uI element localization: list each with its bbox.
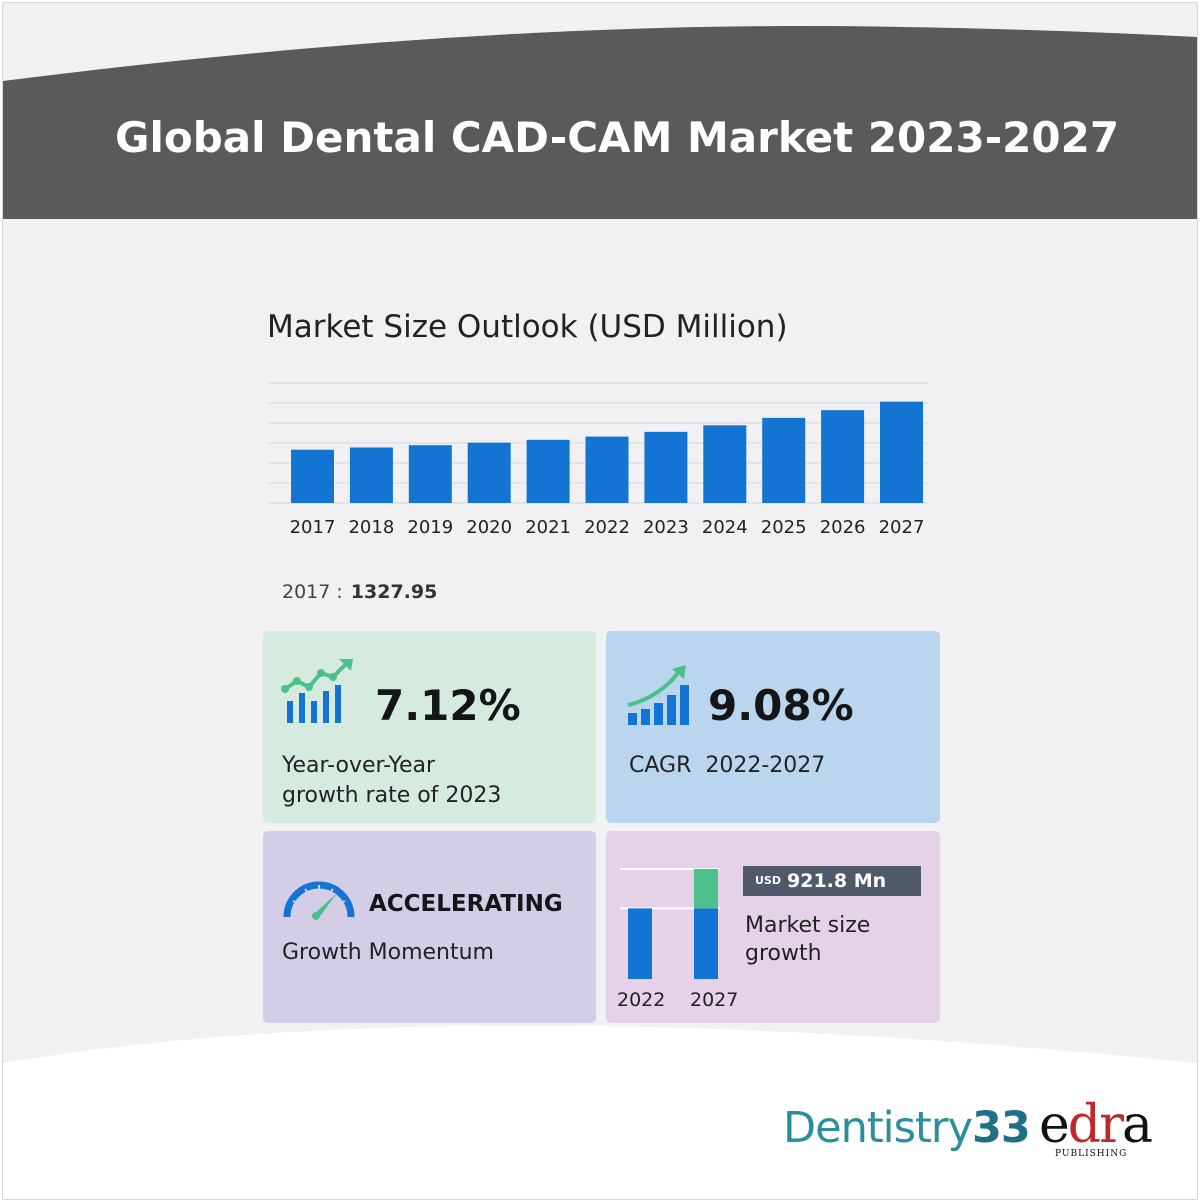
bar-2020: [467, 442, 511, 503]
yoy-value: 7.12%: [375, 681, 521, 730]
x-tick-label: 2026: [820, 517, 866, 538]
dentistry33-logo-word: Dentistry: [783, 1103, 973, 1153]
x-tick-label: 2027: [879, 517, 925, 538]
bar-2023: [644, 431, 688, 503]
cagr-label: CAGR 2022-2027: [629, 753, 826, 778]
yoy-label-line2: growth rate of 2023: [282, 783, 502, 808]
footer-wave: [3, 1025, 1197, 1199]
edra-logo-dr: dr: [1067, 1095, 1124, 1155]
bar-2025: [762, 417, 806, 503]
edra-logo: edra: [1039, 1095, 1153, 1155]
speedometer-icon: [283, 881, 355, 920]
x-tick-label: 2023: [643, 517, 689, 538]
x-tick-label: 2019: [407, 517, 453, 538]
x-tick-label: 2020: [466, 517, 512, 538]
yoy-card: 7.12% Year-over-Year growth rate of 2023: [263, 631, 596, 823]
growth-mini-chart: [620, 868, 720, 979]
bar-2021: [526, 439, 570, 503]
growth-amount: 921.8 Mn: [787, 870, 887, 892]
edra-logo-a: a: [1121, 1095, 1153, 1155]
momentum-value: ACCELERATING: [369, 891, 563, 917]
momentum-label: Growth Momentum: [282, 940, 494, 965]
first-value-readout: 2017 : 1327.95: [282, 581, 437, 603]
growth-arrow-bars-icon: [627, 665, 689, 725]
bar-2027: [880, 401, 923, 503]
dentistry33-logo: Dentistry33: [783, 1103, 1031, 1153]
growth-year-end: 2027: [690, 989, 739, 1011]
footer-band: [3, 1025, 1197, 1199]
first-value-amount: 1327.95: [350, 581, 438, 603]
bar-2018: [349, 447, 393, 503]
bar-2026: [821, 410, 865, 503]
bar-2024: [703, 425, 747, 503]
page-title: Global Dental CAD-CAM Market 2023-2027: [115, 113, 1120, 162]
cagr-value: 9.08%: [708, 681, 854, 730]
x-tick-label: 2025: [761, 517, 807, 538]
cagr-card: 9.08% CAGR 2022-2027: [606, 631, 940, 823]
mini-bar-end-increment: [694, 869, 718, 909]
bar-2017: [291, 449, 334, 503]
header-band: [3, 26, 1197, 219]
growth-label-line2: growth: [745, 941, 822, 966]
dentistry33-logo-number: 33: [972, 1103, 1031, 1153]
first-value-year: 2017 :: [282, 581, 343, 603]
mini-bar-start: [628, 908, 652, 979]
bar-trend-up-icon: [281, 659, 353, 723]
x-tick-label: 2024: [702, 517, 748, 538]
bar-2022: [585, 436, 629, 503]
growth-card: 2022 2027 USD 921.8 Mn Market size growth: [606, 831, 940, 1023]
growth-year-start: 2022: [617, 989, 666, 1011]
x-tick-label: 2017: [290, 517, 336, 538]
x-tick-label: 2018: [348, 517, 394, 538]
header-shape: [3, 26, 1197, 219]
growth-amount-badge: USD 921.8 Mn: [743, 866, 921, 896]
edra-logo-e: e: [1039, 1095, 1070, 1155]
yoy-label-line1: Year-over-Year: [282, 753, 436, 778]
bar-chart: 2017 2018 2019 2020 2021 2022 2023 2024 2025 2026…: [267, 382, 929, 538]
chart-title: Market Size Outlook (USD Million): [267, 309, 788, 345]
mini-bar-end-base: [694, 908, 718, 979]
bar-2019: [408, 445, 452, 503]
momentum-card: ACCELERATING Growth Momentum: [263, 831, 596, 1023]
x-tick-label: 2021: [525, 517, 571, 538]
edra-publishing-label: PUBLISHING: [1055, 1149, 1128, 1159]
growth-label-line1: Market size: [745, 913, 871, 938]
growth-currency: USD: [755, 874, 781, 887]
x-tick-label: 2022: [584, 517, 630, 538]
